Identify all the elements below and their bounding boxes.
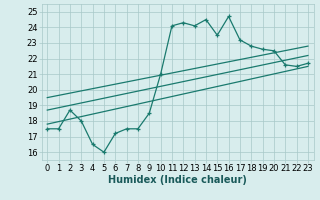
X-axis label: Humidex (Indice chaleur): Humidex (Indice chaleur) xyxy=(108,175,247,185)
